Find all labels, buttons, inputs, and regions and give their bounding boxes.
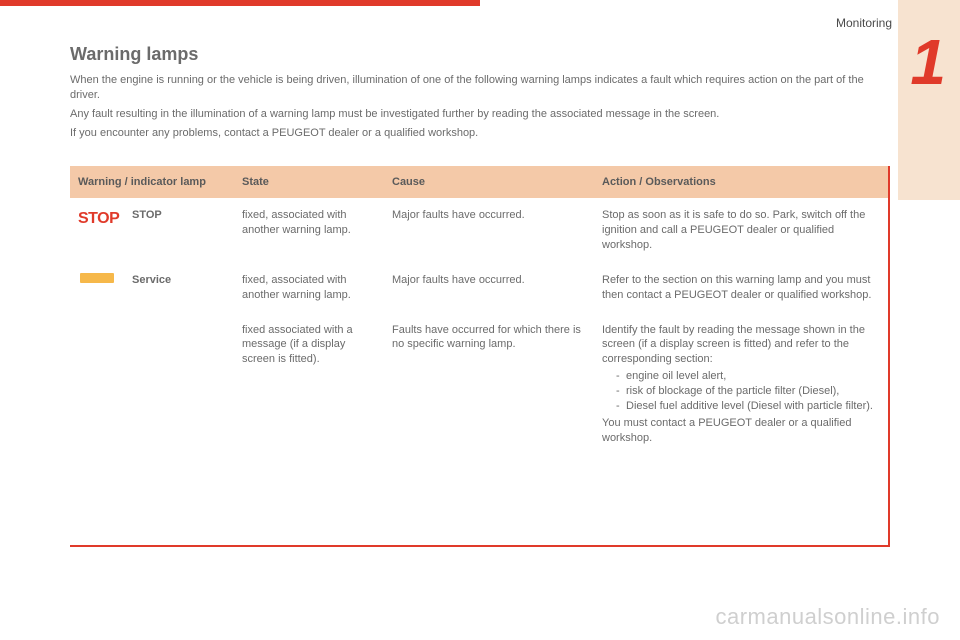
list-item: risk of blockage of the particle filter … <box>616 384 880 399</box>
lamp-name: STOP <box>124 198 234 263</box>
lamp-state: fixed, associated with another warning l… <box>234 198 384 263</box>
empty-cell <box>384 455 594 545</box>
chapter-number: 1 <box>910 30 946 94</box>
page-title: Warning lamps <box>70 44 890 65</box>
content-area: Warning lamps When the engine is running… <box>70 44 890 547</box>
lamp-action: Identify the fault by reading the messag… <box>594 313 888 456</box>
lamp-cause: Major faults have occurred. <box>384 198 594 263</box>
table-row: Service fixed, associated with another w… <box>70 263 888 313</box>
intro-paragraph-1: When the engine is running or the vehicl… <box>70 73 890 103</box>
action-post: You must contact a PEUGEOT dealer or a q… <box>602 417 851 444</box>
action-pre: Identify the fault by reading the messag… <box>602 324 865 366</box>
intro-paragraph-3: If you encounter any problems, contact a… <box>70 126 890 141</box>
list-item: Diesel fuel additive level (Diesel with … <box>616 399 880 414</box>
column-header-state: State <box>234 166 384 198</box>
list-item: engine oil level alert, <box>616 369 880 384</box>
empty-cell <box>234 455 384 545</box>
column-header-lamp: Warning / indicator lamp <box>70 166 234 198</box>
lamp-icon-cell: STOP <box>70 198 124 263</box>
lamp-icon-cell <box>70 263 124 545</box>
stop-icon: STOP <box>78 210 119 227</box>
section-label: Monitoring <box>836 16 892 30</box>
lamp-action: Stop as soon as it is safe to do so. Par… <box>594 198 888 263</box>
action-list: engine oil level alert, risk of blockage… <box>616 369 880 414</box>
lamp-cause: Faults have occurred for which there is … <box>384 313 594 456</box>
lamp-name: Service <box>124 263 234 545</box>
lamp-action: Refer to the section on this warning lam… <box>594 263 888 313</box>
lamp-state: fixed, associated with another warning l… <box>234 263 384 313</box>
empty-cell <box>594 455 888 545</box>
table-header-row: Warning / indicator lamp State Cause Act… <box>70 166 888 198</box>
watermark: carmanualsonline.info <box>715 604 940 630</box>
page: Monitoring 1 Warning lamps When the engi… <box>0 0 960 640</box>
column-header-cause: Cause <box>384 166 594 198</box>
warning-lamps-table: Warning / indicator lamp State Cause Act… <box>70 166 890 547</box>
lamp-cause: Major faults have occurred. <box>384 263 594 313</box>
top-accent-stripe <box>0 0 480 6</box>
intro-paragraph-2: Any fault resulting in the illumination … <box>70 107 890 122</box>
lamp-state: fixed associated with a message (if a di… <box>234 313 384 456</box>
column-header-action: Action / Observations <box>594 166 888 198</box>
service-icon <box>80 273 114 283</box>
table-row: STOP STOP fixed, associated with another… <box>70 198 888 263</box>
